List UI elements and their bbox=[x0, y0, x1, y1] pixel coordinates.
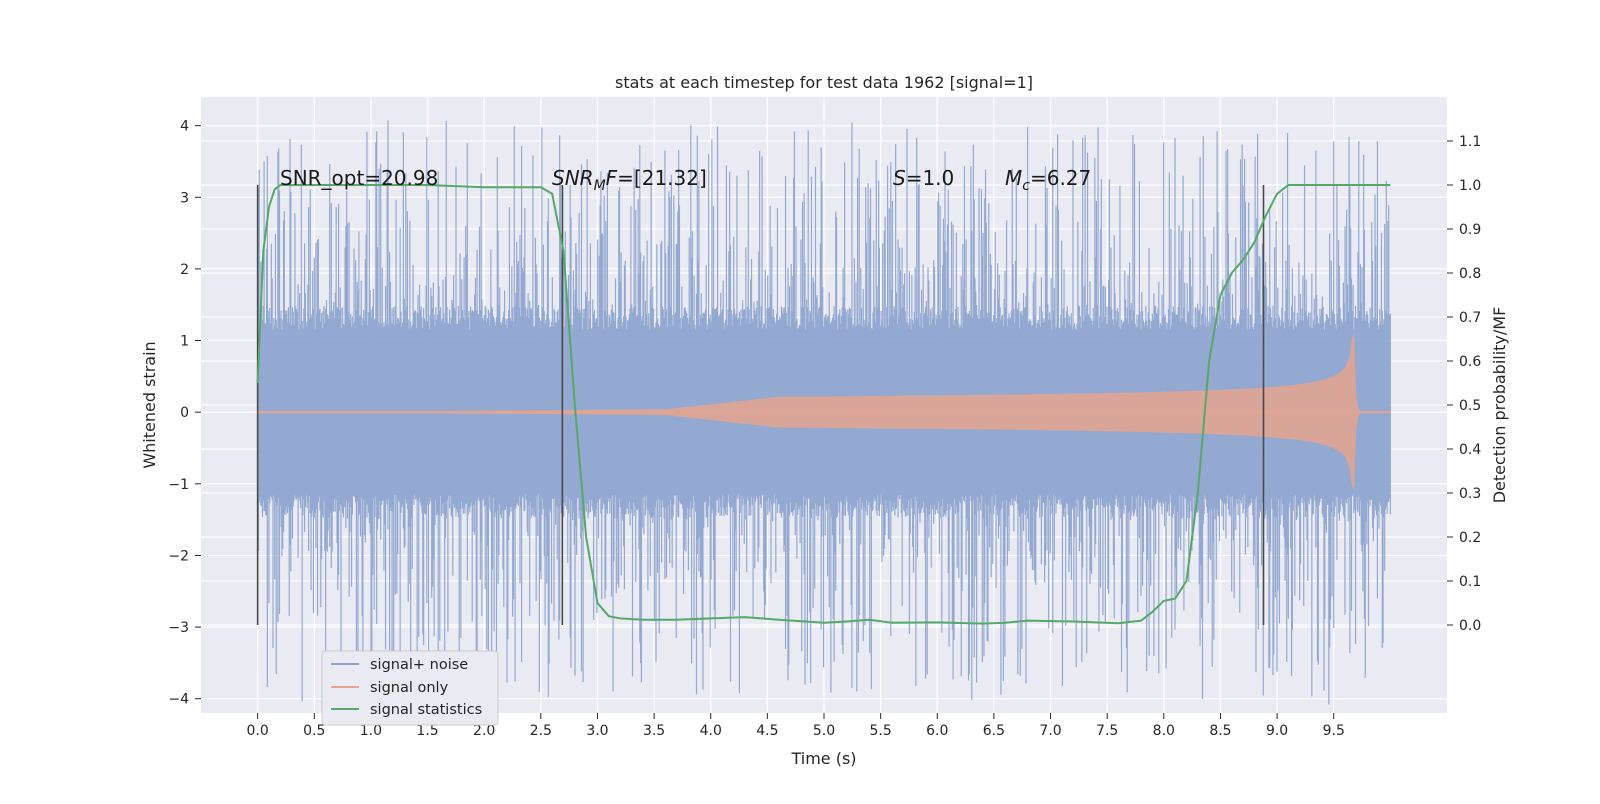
x-axis-label: Time (s) bbox=[790, 749, 856, 768]
legend-label-signal-noise: signal+ noise bbox=[370, 657, 468, 673]
y-axis-label: Whitened strain bbox=[140, 341, 159, 468]
y-right-tick-label: 0.7 bbox=[1459, 310, 1481, 326]
y-tick-label: 3 bbox=[180, 190, 189, 206]
x-tick-label: 6.5 bbox=[983, 723, 1005, 739]
x-tick-label: 8.5 bbox=[1209, 723, 1231, 739]
y-right-tick-label: 0.9 bbox=[1459, 222, 1481, 238]
x-tick-label: 8.0 bbox=[1153, 723, 1175, 739]
y-right-tick-label: 0.0 bbox=[1459, 618, 1481, 634]
y-tick-label: −4 bbox=[168, 692, 189, 708]
x-tick-label: 0.0 bbox=[247, 723, 269, 739]
series-signal-statistics bbox=[256, 184, 1391, 625]
x-tick-label: 3.5 bbox=[643, 723, 665, 739]
x-tick-label: 1.5 bbox=[416, 723, 438, 739]
y-right-tick-label: 0.3 bbox=[1459, 486, 1481, 502]
y-tick-label: −1 bbox=[168, 477, 189, 493]
y-right-tick-label: 1.1 bbox=[1459, 134, 1481, 150]
y-tick-label: −2 bbox=[168, 548, 189, 564]
x-tick-label: 3.0 bbox=[586, 723, 608, 739]
y-tick-label: −3 bbox=[168, 620, 189, 636]
x-tick-label: 4.5 bbox=[756, 723, 778, 739]
y-right-tick-label: 0.2 bbox=[1459, 530, 1481, 546]
x-tick-label: 5.0 bbox=[813, 723, 835, 739]
x-tick-label: 0.5 bbox=[303, 723, 325, 739]
y-right-tick-label: 0.8 bbox=[1459, 266, 1481, 282]
y-tick-label: 4 bbox=[180, 119, 189, 135]
y-tick-label: 0 bbox=[180, 405, 189, 421]
signal-statistics-line bbox=[256, 184, 1391, 625]
y-right-tick-label: 0.4 bbox=[1459, 442, 1481, 458]
chart-title: stats at each timestep for test data 196… bbox=[615, 73, 1033, 92]
x-tick-label: 9.0 bbox=[1266, 723, 1288, 739]
annotation-snr-opt: SNR_opt=20.98 bbox=[280, 166, 438, 190]
series-signal-only bbox=[257, 332, 1391, 492]
legend-box bbox=[321, 650, 499, 726]
x-tick-label: 7.5 bbox=[1096, 723, 1118, 739]
vertical-markers bbox=[256, 185, 1265, 625]
y-right-tick-label: 0.1 bbox=[1459, 574, 1481, 590]
x-tick-label: 7.0 bbox=[1039, 723, 1061, 739]
x-tick-label: 5.5 bbox=[870, 723, 892, 739]
y-tick-label: 2 bbox=[180, 262, 189, 278]
legend-label-signal-only: signal only bbox=[370, 680, 449, 696]
x-tick-label: 2.0 bbox=[473, 723, 495, 739]
legend: signal+ noise signal only signal statist… bbox=[321, 650, 499, 726]
axes-layer: 0.0 0.5 1.0 1.5 2.0 2.5 3.0 3.5 4.0 4.5 5.0 5.5 6.0 6… bbox=[168, 119, 1481, 739]
x-tick-label: 9.5 bbox=[1323, 723, 1345, 739]
x-tick-label: 4.0 bbox=[700, 723, 722, 739]
x-tick-label: 1.0 bbox=[360, 723, 382, 739]
annotation-mc: Mc=6.27 bbox=[1005, 166, 1091, 194]
x-tick-label: 6.0 bbox=[926, 723, 948, 739]
y-tick-label: 1 bbox=[180, 334, 189, 350]
legend-label-signal-statistics: signal statistics bbox=[370, 702, 482, 718]
y-axis-right-label: Detection probability/MF bbox=[1490, 307, 1509, 504]
annotation-s: S=1.0 bbox=[893, 166, 954, 190]
y-right-tick-label: 0.6 bbox=[1459, 354, 1481, 370]
y-right-tick-label: 0.5 bbox=[1459, 398, 1481, 414]
annotation-snr-mf: SNRMF=[21.32] bbox=[552, 166, 707, 194]
y-right-tick-label: 1.0 bbox=[1459, 178, 1481, 194]
x-tick-label: 2.5 bbox=[530, 723, 552, 739]
